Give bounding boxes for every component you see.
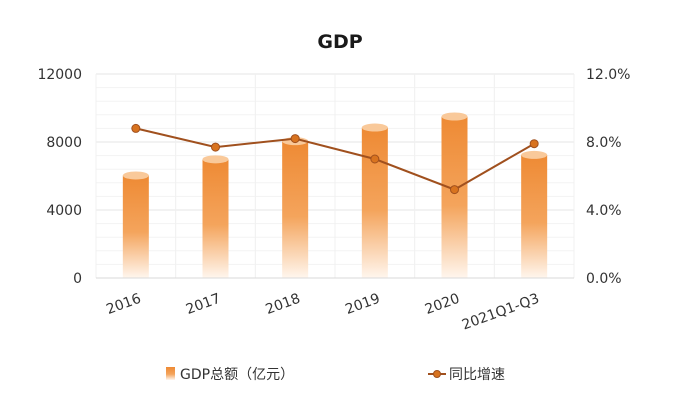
x-tick-label: 2019 bbox=[343, 291, 382, 318]
x-tick-label: 2020 bbox=[423, 291, 462, 318]
line-point bbox=[290, 134, 300, 144]
y-right-tick-label: 0.0% bbox=[586, 271, 622, 287]
legend-item-line: 同比增速 bbox=[428, 367, 505, 383]
legend-marker-swatch bbox=[433, 370, 441, 378]
y-axis-left: 0 4000 8000 12000 bbox=[37, 67, 82, 287]
legend-label-bar: GDP总额（亿元） bbox=[180, 367, 294, 383]
legend-item-bar: GDP总额（亿元） bbox=[166, 367, 294, 383]
chart-title: GDP bbox=[317, 31, 362, 53]
line-point bbox=[211, 142, 220, 152]
line-point bbox=[529, 139, 539, 149]
x-tick-label: 2016 bbox=[104, 291, 143, 318]
y-left-tick-label: 4000 bbox=[46, 203, 82, 219]
x-tick-label: 2018 bbox=[264, 291, 303, 318]
y-left-tick-label: 0 bbox=[73, 271, 82, 287]
y-axis-right: 0.0% 4.0% 8.0% 12.0% bbox=[586, 67, 630, 287]
line-series bbox=[131, 123, 539, 195]
line-point bbox=[131, 123, 141, 133]
bar bbox=[361, 127, 388, 278]
bar-cap bbox=[521, 150, 548, 159]
grid bbox=[95, 73, 575, 279]
y-right-tick-label: 4.0% bbox=[586, 203, 622, 219]
bar bbox=[521, 154, 548, 278]
legend-bar-swatch bbox=[166, 367, 175, 380]
line-point bbox=[370, 154, 380, 164]
bar-cap bbox=[122, 171, 149, 180]
legend-label-line: 同比增速 bbox=[449, 367, 505, 383]
y-right-tick-label: 8.0% bbox=[586, 135, 622, 151]
y-right-tick-label: 12.0% bbox=[586, 67, 630, 83]
y-left-tick-label: 12000 bbox=[37, 67, 82, 83]
line-path bbox=[135, 127, 535, 191]
bar-cap bbox=[361, 123, 388, 132]
x-tick-label: 2017 bbox=[184, 291, 223, 318]
line-point bbox=[450, 185, 459, 195]
bar-cap bbox=[441, 112, 468, 121]
x-tick-label: 2021Q1-Q3 bbox=[460, 291, 542, 334]
y-left-tick-label: 8000 bbox=[46, 135, 82, 151]
bar-series bbox=[122, 112, 548, 278]
bar bbox=[282, 141, 309, 278]
legend: GDP总额（亿元） 同比增速 bbox=[166, 367, 505, 383]
bar-cap bbox=[202, 155, 229, 164]
bar bbox=[202, 159, 229, 278]
bar bbox=[441, 116, 468, 278]
bar bbox=[122, 175, 149, 278]
